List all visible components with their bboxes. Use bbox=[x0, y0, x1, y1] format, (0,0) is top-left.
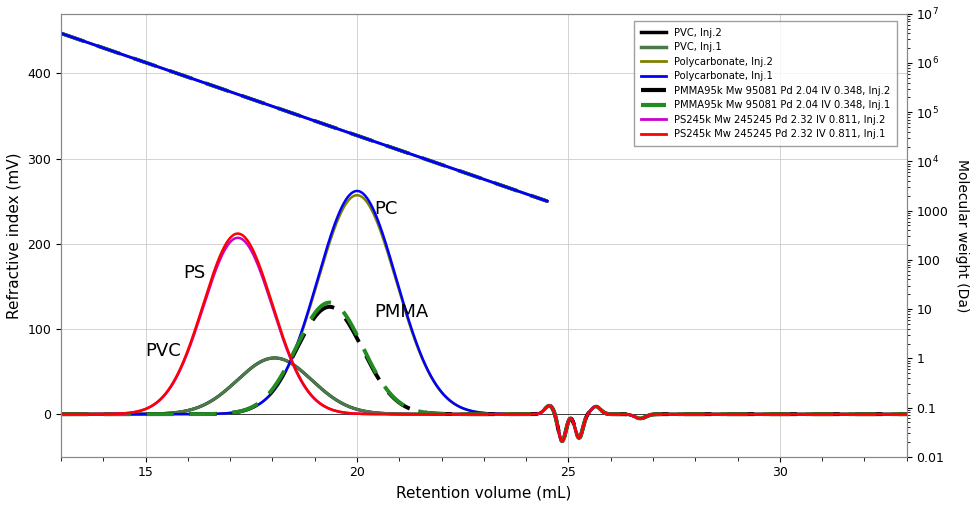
Text: PMMA: PMMA bbox=[374, 303, 428, 321]
Y-axis label: Molecular weight (Da): Molecular weight (Da) bbox=[956, 159, 969, 312]
Text: PVC: PVC bbox=[145, 342, 182, 360]
Y-axis label: Refractive index (mV): Refractive index (mV) bbox=[7, 152, 21, 318]
Text: PC: PC bbox=[374, 200, 397, 218]
Text: PS: PS bbox=[183, 264, 206, 282]
Legend: PVC, Inj.2, PVC, Inj.1, Polycarbonate, Inj.2, Polycarbonate, Inj.1, PMMA95k Mw 9: PVC, Inj.2, PVC, Inj.1, Polycarbonate, I… bbox=[634, 21, 897, 147]
X-axis label: Retention volume (mL): Retention volume (mL) bbox=[396, 485, 572, 500]
